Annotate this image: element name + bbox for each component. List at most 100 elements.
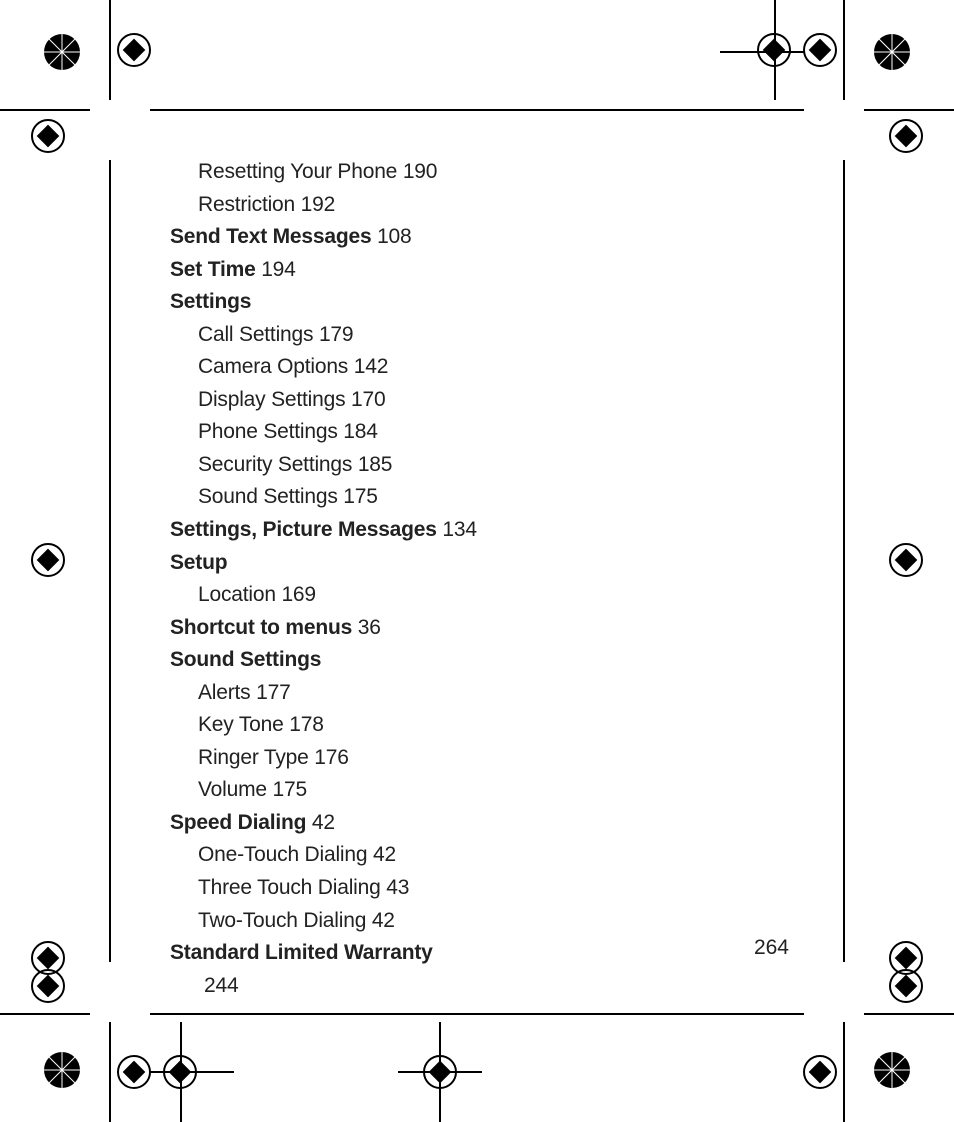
index-entry: Set Time 194	[170, 254, 790, 287]
index-entry: One-Touch Dialing 42	[170, 839, 790, 872]
crop-rule	[864, 1013, 954, 1015]
index-entry-page: 177	[256, 681, 290, 704]
index-entry: Display Settings 170	[170, 384, 790, 417]
index-entry-label: Three Touch Dialing	[198, 876, 381, 899]
target-mark-icon	[30, 118, 66, 154]
index-entry-page: 142	[354, 355, 388, 378]
index-entry-page: 42	[372, 909, 395, 932]
crop-rule	[109, 160, 111, 962]
index-entry: Send Text Messages 108	[170, 221, 790, 254]
index-entry-page: 244	[204, 974, 238, 997]
crop-rule	[0, 109, 90, 111]
registration-mark-icon	[42, 32, 82, 72]
target-mark-icon	[802, 32, 838, 68]
target-mark-icon	[30, 940, 66, 976]
index-entry: Restriction 192	[170, 189, 790, 222]
target-mark-icon	[116, 32, 152, 68]
target-mark-icon	[888, 940, 924, 976]
target-mark-icon	[162, 1054, 198, 1090]
index-entry-page: 169	[281, 583, 315, 606]
index-entry-page: 184	[343, 420, 377, 443]
page-number: 264	[754, 936, 789, 960]
index-entry-page: 42	[312, 811, 335, 834]
crop-rule	[109, 0, 111, 100]
index-entry: Resetting Your Phone 190	[170, 156, 790, 189]
crop-rule	[109, 1022, 111, 1122]
crop-rule	[150, 1013, 804, 1015]
index-entry-label: Set Time	[170, 258, 256, 281]
index-entry-page: 190	[403, 160, 437, 183]
index-entry-label: Security Settings	[198, 453, 352, 476]
index-content: Resetting Your Phone 190Restriction 192S…	[170, 156, 790, 1002]
index-entry: 244	[170, 970, 790, 1003]
index-entry-label: Settings	[170, 290, 251, 313]
index-entry-page: 192	[301, 193, 335, 216]
crop-rule	[150, 109, 804, 111]
index-entry: Camera Options 142	[170, 351, 790, 384]
index-entry-page: 175	[273, 778, 307, 801]
target-mark-icon	[756, 32, 792, 68]
index-entry-page: 42	[373, 843, 396, 866]
index-entry: Phone Settings 184	[170, 416, 790, 449]
target-mark-icon	[116, 1054, 152, 1090]
index-entry-label: Speed Dialing	[170, 811, 306, 834]
index-entry: Volume 175	[170, 774, 790, 807]
index-entry-label: Shortcut to menus	[170, 616, 352, 639]
index-entry: Standard Limited Warranty	[170, 937, 790, 970]
index-entry-label: Ringer Type	[198, 746, 309, 769]
index-entry-label: Key Tone	[198, 713, 284, 736]
index-entry-label: Display Settings	[198, 388, 345, 411]
crop-rule	[843, 1022, 845, 1122]
index-entry: Settings	[170, 286, 790, 319]
index-entry: Location 169	[170, 579, 790, 612]
index-entry-label: One-Touch Dialing	[198, 843, 367, 866]
index-entry-page: 185	[358, 453, 392, 476]
target-mark-icon	[30, 542, 66, 578]
index-entry-label: Call Settings	[198, 323, 313, 346]
index-entry: Speed Dialing 42	[170, 807, 790, 840]
index-entry: Setup	[170, 547, 790, 580]
index-entry: Settings, Picture Messages 134	[170, 514, 790, 547]
crop-rule	[864, 109, 954, 111]
index-entry-label: Restriction	[198, 193, 295, 216]
index-entry-page: 175	[343, 485, 377, 508]
target-mark-icon	[802, 1054, 838, 1090]
index-entry-page: 176	[314, 746, 348, 769]
registration-mark-icon	[872, 32, 912, 72]
index-entry-label: Settings, Picture Messages	[170, 518, 437, 541]
index-entry-label: Standard Limited Warranty	[170, 941, 433, 964]
crop-rule	[843, 160, 845, 962]
index-entry: Three Touch Dialing 43	[170, 872, 790, 905]
index-entry: Two-Touch Dialing 42	[170, 905, 790, 938]
index-entry-label: Location	[198, 583, 276, 606]
registration-mark-icon	[42, 1050, 82, 1090]
index-entry-label: Sound Settings	[198, 485, 338, 508]
index-entry: Call Settings 179	[170, 319, 790, 352]
index-entry-page: 108	[377, 225, 411, 248]
index-entry-label: Resetting Your Phone	[198, 160, 397, 183]
index-entry-label: Two-Touch Dialing	[198, 909, 366, 932]
target-mark-icon	[888, 118, 924, 154]
index-entry-label: Setup	[170, 551, 227, 574]
index-entry: Alerts 177	[170, 677, 790, 710]
target-mark-icon	[888, 542, 924, 578]
crop-rule	[843, 0, 845, 100]
index-entry-page: 178	[289, 713, 323, 736]
crop-rule	[398, 1071, 482, 1073]
index-entry-page: 194	[261, 258, 295, 281]
crop-rule	[0, 1013, 90, 1015]
index-entry-page: 179	[319, 323, 353, 346]
index-entry-label: Sound Settings	[170, 648, 321, 671]
index-entry-page: 36	[358, 616, 381, 639]
index-entry-page: 134	[442, 518, 476, 541]
index-entry-label: Alerts	[198, 681, 250, 704]
index-entry: Key Tone 178	[170, 709, 790, 742]
index-entry: Security Settings 185	[170, 449, 790, 482]
index-entry-label: Phone Settings	[198, 420, 338, 443]
index-entry-label: Camera Options	[198, 355, 348, 378]
index-entry-label: Volume	[198, 778, 267, 801]
index-entry: Shortcut to menus 36	[170, 612, 790, 645]
index-entry: Sound Settings	[170, 644, 790, 677]
index-entry: Ringer Type 176	[170, 742, 790, 775]
registration-mark-icon	[872, 1050, 912, 1090]
